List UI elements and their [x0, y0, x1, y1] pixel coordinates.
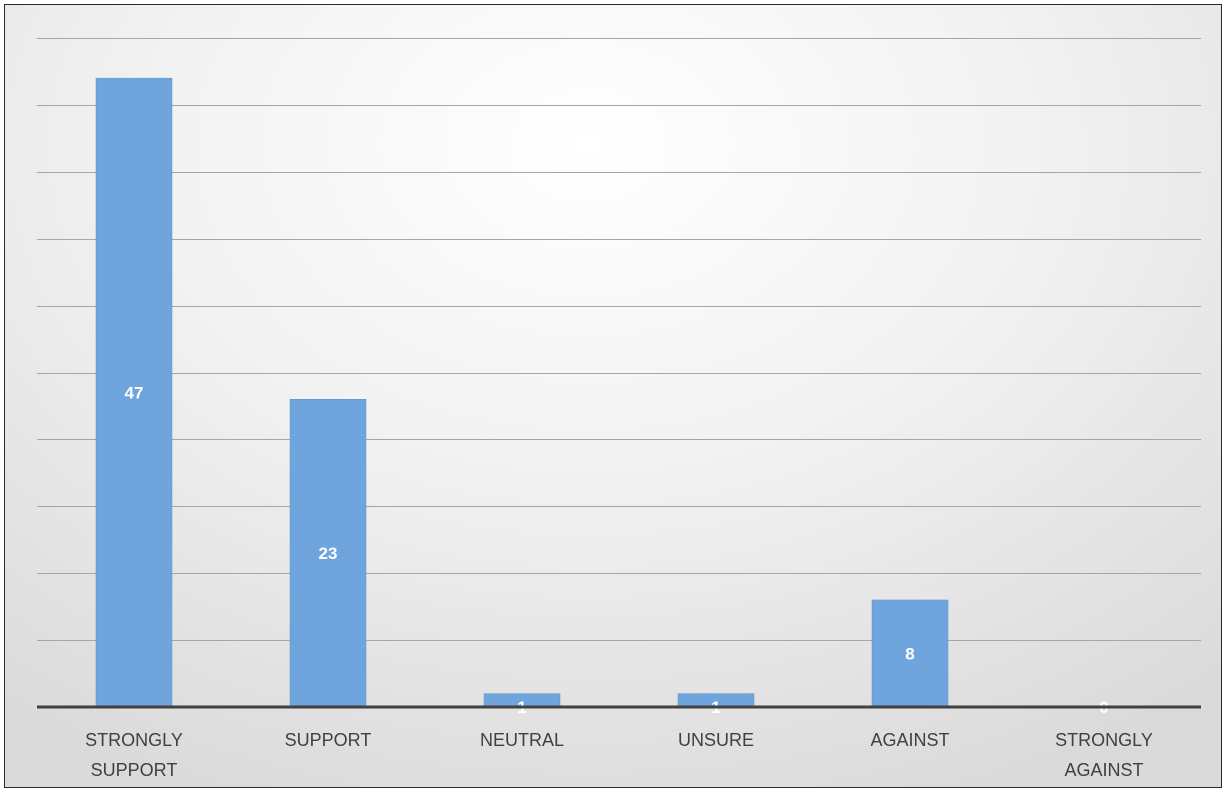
x-tick-label: NEUTRAL: [480, 730, 564, 750]
data-label: 8: [905, 644, 914, 663]
data-label: 47: [125, 384, 144, 403]
bar-2: [289, 399, 367, 708]
bar-1: [95, 77, 173, 708]
x-tick-label: AGAINST: [870, 730, 949, 750]
x-tick-label: STRONGLY AGAINST: [1055, 730, 1153, 780]
x-tick-label: UNSURE: [678, 730, 754, 750]
data-label: 23: [319, 544, 338, 563]
x-tick-label: SUPPORT: [285, 730, 372, 750]
bar-chart: 47231180STRONGLYSUPPORTSUPPORTNEUTRALUNS…: [37, 38, 1201, 780]
bar-5: [871, 599, 949, 708]
x-tick-label: STRONGLY SUPPORT: [85, 730, 183, 780]
chart-frame: 47231180STRONGLYSUPPORTSUPPORTNEUTRALUNS…: [4, 4, 1222, 788]
